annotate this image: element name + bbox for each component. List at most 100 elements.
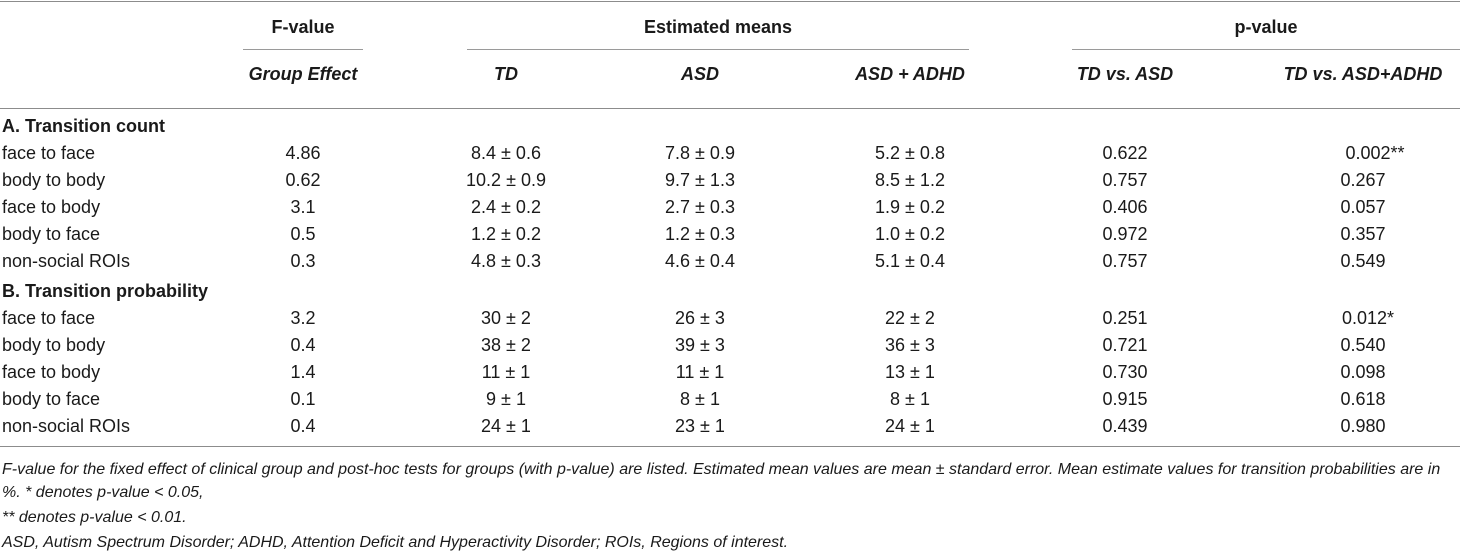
p-td-vs-asd-cell: 0.721 bbox=[1102, 335, 1148, 355]
table-row: non-social ROIs 0.3 4.8 ± 0.3 4.6 ± 0.4 … bbox=[0, 248, 1460, 275]
table-row: face to face 3.2 30 ± 2 26 ± 3 22 ± 2 0.… bbox=[0, 305, 1460, 332]
p-td-vs-asd-adhd-cell: 0.267 bbox=[1340, 170, 1386, 190]
td-mean-cell: 8.4 ± 0.6 bbox=[471, 143, 541, 163]
asd-mean-cell: 1.2 ± 0.3 bbox=[665, 224, 735, 244]
p-td-vs-asd-cell: 0.622 bbox=[1102, 143, 1148, 163]
p-td-vs-asd-adhd-cell: 0.057 bbox=[1340, 197, 1386, 217]
f-value-cell: 4.86 bbox=[285, 143, 321, 163]
td-mean-cell: 38 ± 2 bbox=[481, 335, 531, 355]
f-value-cell: 0.5 bbox=[290, 224, 316, 244]
row-label: body to face bbox=[2, 224, 101, 244]
asd-adhd-mean-cell: 36 ± 3 bbox=[885, 335, 935, 355]
p-td-vs-asd-cell: 0.972 bbox=[1102, 224, 1148, 244]
p-td-vs-asd-adhd-cell: 0.549 bbox=[1340, 251, 1386, 271]
p-td-vs-asd-adhd-cell: 0.012* bbox=[1341, 308, 1395, 328]
asd-adhd-mean-cell: 1.9 ± 0.2 bbox=[875, 197, 945, 217]
asd-mean-cell: 39 ± 3 bbox=[675, 335, 725, 355]
td-mean-cell: 11 ± 1 bbox=[481, 362, 531, 382]
means-group-line bbox=[467, 49, 969, 50]
row-label: face to body bbox=[2, 197, 101, 217]
header-group-effect: Group Effect bbox=[248, 64, 358, 84]
p-td-vs-asd-adhd-cell: 0.618 bbox=[1340, 389, 1386, 409]
section-title: B. Transition probability bbox=[2, 281, 209, 301]
pvalue-group-line bbox=[1072, 49, 1460, 50]
footnote-double-asterisk: ** denotes p-value < 0.01. bbox=[2, 509, 187, 526]
td-mean-cell: 1.2 ± 0.2 bbox=[471, 224, 541, 244]
row-label: body to body bbox=[2, 170, 106, 190]
header-td-vs-asd-adhd: TD vs. ASD+ADHD bbox=[1283, 64, 1443, 84]
header-td-vs-asd: TD vs. ASD bbox=[1076, 64, 1174, 84]
td-mean-cell: 30 ± 2 bbox=[481, 308, 531, 328]
footnote-abbreviations: ASD, Autism Spectrum Disorder; ADHD, Att… bbox=[2, 534, 789, 551]
asd-mean-cell: 11 ± 1 bbox=[675, 362, 725, 382]
table-row: non-social ROIs 0.4 24 ± 1 23 ± 1 24 ± 1… bbox=[0, 413, 1460, 440]
header-rule bbox=[0, 108, 1460, 109]
td-mean-cell: 4.8 ± 0.3 bbox=[471, 251, 541, 271]
f-value-cell: 0.4 bbox=[290, 416, 316, 436]
asd-adhd-mean-cell: 5.1 ± 0.4 bbox=[875, 251, 945, 271]
td-mean-cell: 2.4 ± 0.2 bbox=[471, 197, 541, 217]
header-asd: ASD bbox=[680, 64, 719, 84]
f-value-cell: 0.4 bbox=[290, 335, 316, 355]
table-row: body to face 0.1 9 ± 1 8 ± 1 8 ± 1 0.915… bbox=[0, 386, 1460, 413]
f-value-cell: 3.2 bbox=[290, 308, 316, 328]
f-value-cell: 0.1 bbox=[290, 389, 316, 409]
p-td-vs-asd-adhd-cell: 0.980 bbox=[1340, 416, 1386, 436]
row-label: body to body bbox=[2, 335, 106, 355]
asd-adhd-mean-cell: 22 ± 2 bbox=[885, 308, 935, 328]
table-row: body to body 0.62 10.2 ± 0.9 9.7 ± 1.3 8… bbox=[0, 167, 1460, 194]
f-value-cell: 1.4 bbox=[290, 362, 316, 382]
f-value-cell: 0.3 bbox=[290, 251, 316, 271]
p-td-vs-asd-cell: 0.251 bbox=[1102, 308, 1148, 328]
table-row: face to body 3.1 2.4 ± 0.2 2.7 ± 0.3 1.9… bbox=[0, 194, 1460, 221]
asd-mean-cell: 8 ± 1 bbox=[680, 389, 720, 409]
row-label: face to body bbox=[2, 362, 101, 382]
header-fvalue: F-value bbox=[271, 17, 335, 37]
p-td-vs-asd-adhd-cell: 0.098 bbox=[1340, 362, 1386, 382]
asd-mean-cell: 26 ± 3 bbox=[675, 308, 725, 328]
asd-mean-cell: 23 ± 1 bbox=[675, 416, 725, 436]
asd-adhd-mean-cell: 8.5 ± 1.2 bbox=[875, 170, 945, 190]
header-td: TD bbox=[494, 64, 518, 84]
row-label: body to face bbox=[2, 389, 101, 409]
asd-adhd-mean-cell: 1.0 ± 0.2 bbox=[875, 224, 945, 244]
header-pvalue: p-value bbox=[1234, 17, 1298, 37]
p-td-vs-asd-adhd-cell: 0.540 bbox=[1340, 335, 1386, 355]
footnote-main: F-value for the fixed effect of clinical… bbox=[2, 461, 1441, 501]
p-td-vs-asd-cell: 0.439 bbox=[1102, 416, 1148, 436]
p-td-vs-asd-adhd-cell: 0.002** bbox=[1345, 143, 1405, 163]
p-td-vs-asd-cell: 0.406 bbox=[1102, 197, 1148, 217]
header-estimated-means: Estimated means bbox=[643, 17, 793, 37]
td-mean-cell: 24 ± 1 bbox=[481, 416, 531, 436]
table-row: face to face 4.86 8.4 ± 0.6 7.8 ± 0.9 5.… bbox=[0, 140, 1460, 167]
asd-mean-cell: 9.7 ± 1.3 bbox=[665, 170, 735, 190]
p-td-vs-asd-cell: 0.730 bbox=[1102, 362, 1148, 382]
table-row: body to face 0.5 1.2 ± 0.2 1.2 ± 0.3 1.0… bbox=[0, 221, 1460, 248]
row-label: non-social ROIs bbox=[2, 251, 131, 271]
f-value-cell: 3.1 bbox=[290, 197, 316, 217]
fvalue-group-line bbox=[243, 49, 363, 50]
section-title: A. Transition count bbox=[2, 116, 166, 136]
asd-adhd-mean-cell: 13 ± 1 bbox=[885, 362, 935, 382]
p-td-vs-asd-cell: 0.757 bbox=[1102, 251, 1148, 271]
row-label: non-social ROIs bbox=[2, 416, 131, 436]
p-td-vs-asd-cell: 0.915 bbox=[1102, 389, 1148, 409]
p-td-vs-asd-cell: 0.757 bbox=[1102, 170, 1148, 190]
p-td-vs-asd-adhd-cell: 0.357 bbox=[1340, 224, 1386, 244]
row-label: face to face bbox=[2, 308, 96, 328]
asd-adhd-mean-cell: 5.2 ± 0.8 bbox=[875, 143, 945, 163]
bottom-rule bbox=[0, 446, 1460, 447]
table-row: face to body 1.4 11 ± 1 11 ± 1 13 ± 1 0.… bbox=[0, 359, 1460, 386]
table-row: body to body 0.4 38 ± 2 39 ± 3 36 ± 3 0.… bbox=[0, 332, 1460, 359]
asd-adhd-mean-cell: 24 ± 1 bbox=[885, 416, 935, 436]
asd-mean-cell: 2.7 ± 0.3 bbox=[665, 197, 735, 217]
td-mean-cell: 10.2 ± 0.9 bbox=[466, 170, 546, 190]
td-mean-cell: 9 ± 1 bbox=[486, 389, 526, 409]
asd-mean-cell: 7.8 ± 0.9 bbox=[665, 143, 735, 163]
f-value-cell: 0.62 bbox=[285, 170, 321, 190]
row-label: face to face bbox=[2, 143, 96, 163]
top-rule bbox=[0, 1, 1460, 2]
header-asd-adhd: ASD + ADHD bbox=[855, 64, 965, 84]
asd-adhd-mean-cell: 8 ± 1 bbox=[890, 389, 930, 409]
